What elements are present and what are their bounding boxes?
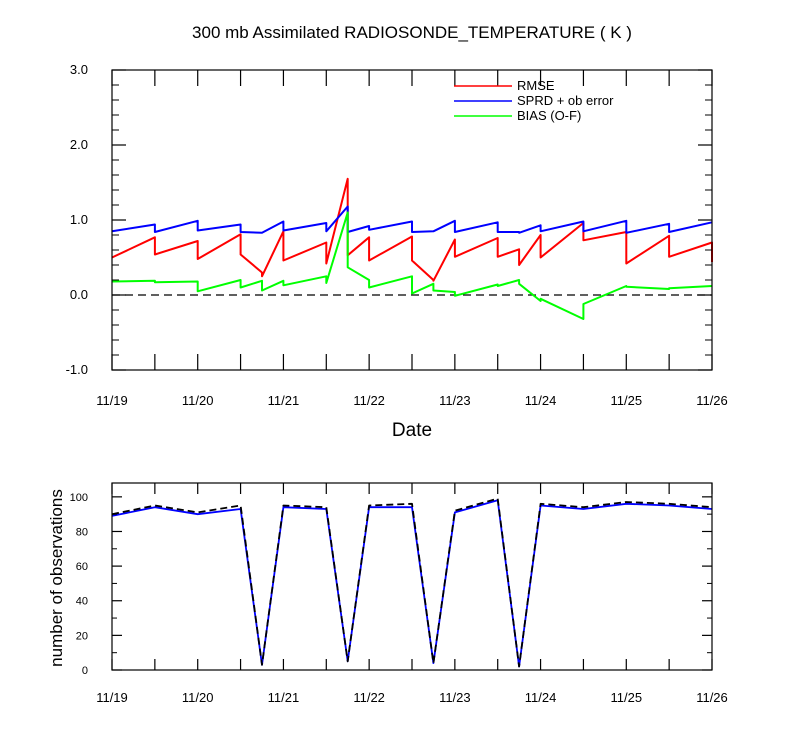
top-x-tick-label: 11/19 [96, 393, 128, 408]
top-x-tick-label: 11/22 [353, 393, 385, 408]
bottom-x-tick-label: 11/21 [268, 690, 300, 705]
bottom-x-tick-label: 11/24 [525, 690, 557, 705]
bottom-x-tick-label: 11/20 [182, 690, 214, 705]
bottom-series-observations-possible [111, 497, 713, 668]
top-series-bias-o-f [111, 211, 713, 320]
top-x-tick-label: 11/24 [525, 393, 557, 408]
legend-label-rmse: RMSE [517, 78, 555, 93]
top-x-tick-label: 11/20 [182, 393, 214, 408]
bottom-y-tick-label: 20 [76, 630, 88, 642]
legend-label-bias: BIAS (O-F) [517, 108, 581, 123]
bottom-y-tick-label: 100 [70, 492, 88, 504]
bottom-x-tick-label: 11/25 [610, 690, 642, 705]
bottom-x-tick-label: 11/23 [439, 690, 471, 705]
top-y-tick-label: 3.0 [70, 62, 88, 77]
top-x-tick-label: 11/23 [439, 393, 471, 408]
bottom-y-tick-label: 60 [76, 561, 88, 573]
bottom-y-axis-label: number of observations [47, 489, 66, 667]
bottom-y-tick-label: 80 [76, 526, 88, 538]
bottom-series-observations-used [111, 499, 713, 668]
top-panel: 300 mb Assimilated RADIOSONDE_TEMPERATUR… [66, 23, 728, 441]
top-x-axis-label: Date [392, 420, 432, 441]
top-y-tick-label: 1.0 [70, 212, 88, 227]
legend-label-sprd: SPRD + ob error [517, 93, 614, 108]
bottom-x-tick-label: 11/19 [96, 690, 128, 705]
top-y-tick-label: 0.0 [70, 287, 88, 302]
top-chart-title: 300 mb Assimilated RADIOSONDE_TEMPERATUR… [192, 23, 632, 42]
top-x-tick-label: 11/21 [268, 393, 300, 408]
top-series-rmse [111, 177, 713, 282]
top-plot-frame [111, 69, 713, 371]
legend: RMSE SPRD + ob error BIAS (O-F) [454, 78, 614, 123]
top-y-tick-label: -1.0 [66, 362, 88, 377]
bottom-y-tick-label: 40 [76, 596, 88, 608]
top-x-tick-label: 11/26 [696, 393, 728, 408]
bottom-panel: 11/19 11/20 11/21 11/22 11/23 11/24 11/25 11/26… [47, 482, 728, 705]
bottom-x-tick-label: 11/26 [696, 690, 728, 705]
bottom-x-tick-label: 11/22 [353, 690, 385, 705]
top-y-tick-label: 2.0 [70, 137, 88, 152]
top-series-sprd-ob-error [111, 205, 713, 234]
top-x-tick-label: 11/25 [610, 393, 642, 408]
bottom-y-tick-label: 0 [82, 665, 88, 677]
